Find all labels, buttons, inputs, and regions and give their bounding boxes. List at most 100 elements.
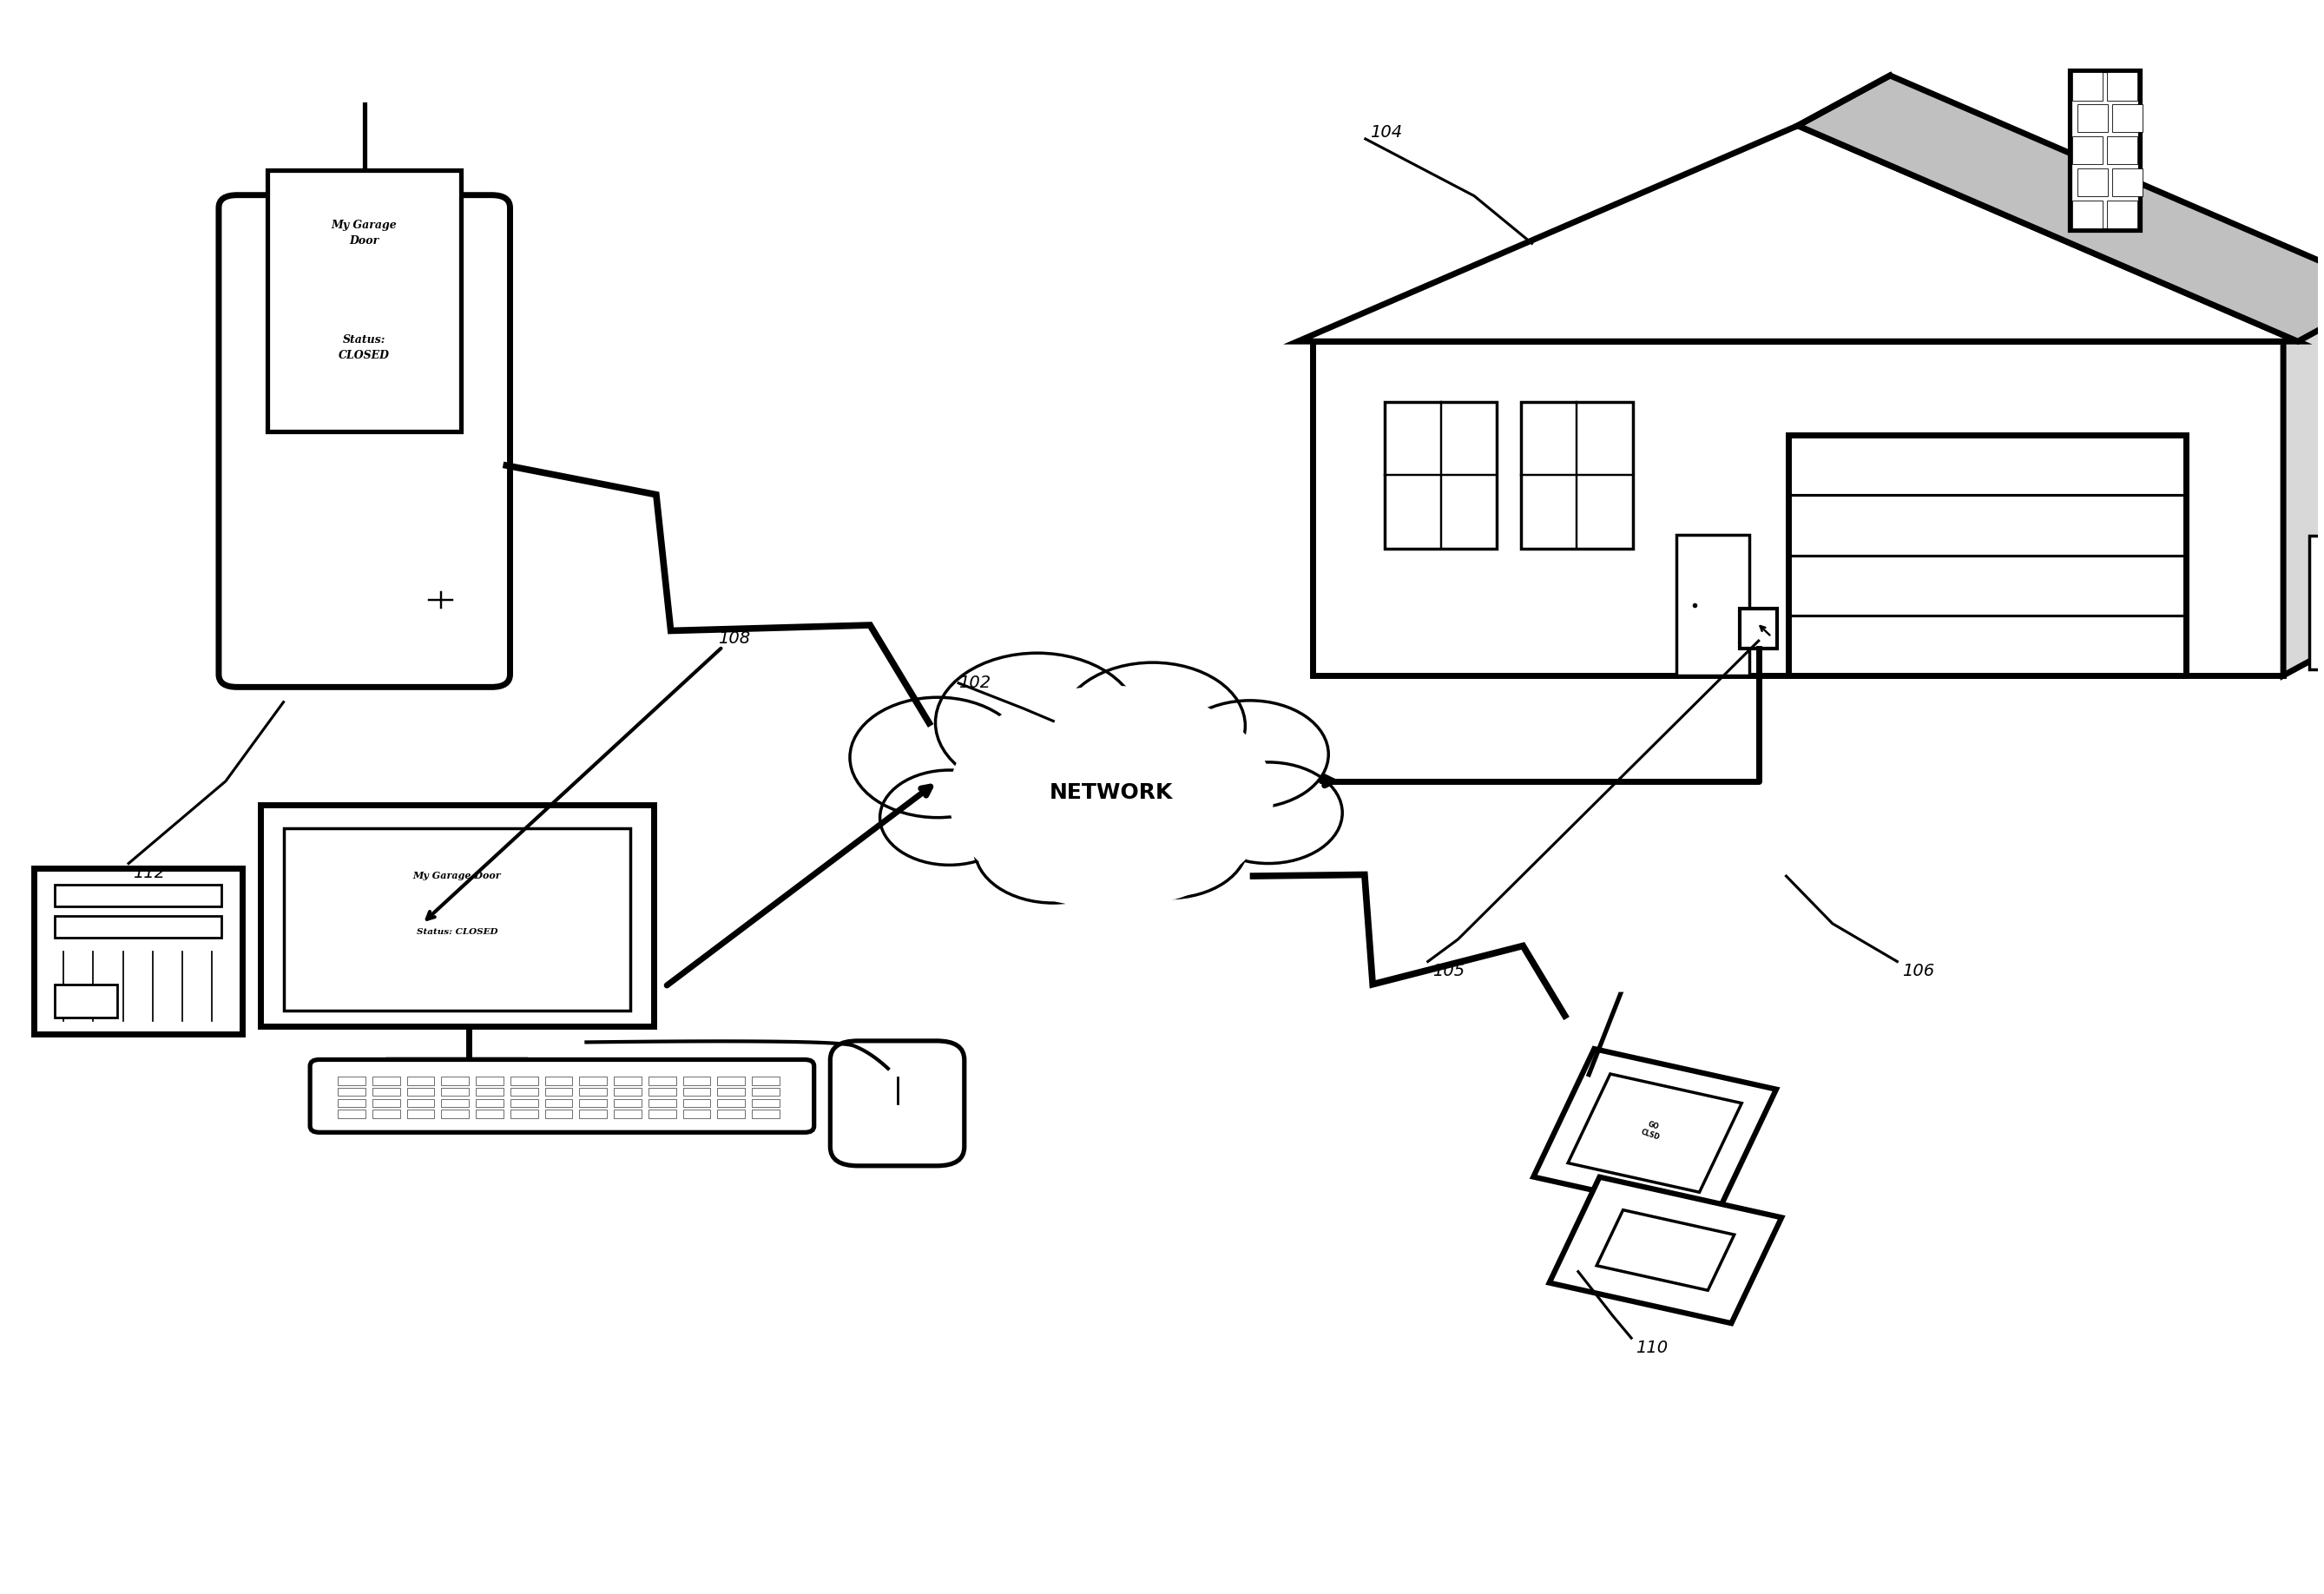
Bar (407, 1109, 435, 1117)
Bar (2108, 135, 2138, 164)
Bar (2071, 70, 2140, 230)
Bar (683, 1087, 711, 1097)
Bar (2113, 169, 2143, 196)
Bar (337, 1109, 365, 1117)
Polygon shape (1597, 1210, 1734, 1291)
Bar (579, 1076, 607, 1086)
Bar (2113, 104, 2143, 132)
Polygon shape (1534, 1049, 1776, 1218)
Bar (442, 1098, 469, 1108)
Bar (53, 985, 116, 1017)
Bar (683, 1098, 711, 1108)
Text: NETWORK: NETWORK (1050, 781, 1174, 803)
Text: 112: 112 (132, 864, 165, 881)
Bar (511, 1109, 537, 1117)
Circle shape (851, 697, 1025, 818)
Bar (2108, 72, 2138, 100)
Bar (2073, 135, 2103, 164)
Text: 102: 102 (957, 674, 990, 692)
Text: 108: 108 (718, 631, 751, 647)
Bar (476, 1098, 504, 1108)
Bar (2310, 536, 2324, 669)
Bar (751, 1087, 779, 1097)
Bar (442, 1109, 469, 1117)
Bar (648, 1076, 676, 1086)
Bar (407, 1087, 435, 1097)
Bar (267, 171, 460, 432)
Bar (284, 829, 630, 1011)
Circle shape (325, 591, 353, 609)
Polygon shape (2282, 292, 2324, 676)
Bar (53, 917, 221, 937)
Bar (544, 1098, 572, 1108)
Bar (544, 1087, 572, 1097)
Polygon shape (1550, 1176, 1783, 1323)
Bar (751, 1076, 779, 1086)
Bar (2073, 72, 2103, 100)
Bar (337, 1087, 365, 1097)
Polygon shape (1799, 75, 2324, 341)
Bar (648, 1098, 676, 1108)
Bar (53, 885, 221, 907)
Bar (511, 1087, 537, 1097)
Bar (1787, 435, 2187, 676)
Circle shape (974, 795, 1132, 902)
Bar (718, 1098, 746, 1108)
Circle shape (376, 591, 402, 609)
Text: 104: 104 (1371, 124, 1401, 140)
Circle shape (1171, 700, 1329, 808)
Bar (579, 1109, 607, 1117)
Text: 110: 110 (1636, 1339, 1669, 1356)
Bar (476, 1087, 504, 1097)
Circle shape (1599, 960, 1645, 990)
Bar (614, 1098, 641, 1108)
Text: Status: CLOSED: Status: CLOSED (416, 928, 497, 936)
Bar (751, 1098, 779, 1108)
Bar (1676, 536, 1750, 676)
Bar (579, 1087, 607, 1097)
Circle shape (892, 639, 1332, 939)
Bar (442, 1087, 469, 1097)
Circle shape (423, 588, 458, 612)
Bar (544, 1076, 572, 1086)
Polygon shape (1297, 126, 2298, 341)
Circle shape (1060, 663, 1246, 789)
Polygon shape (1569, 1074, 1741, 1192)
Text: 106: 106 (1901, 963, 1934, 979)
Circle shape (1195, 762, 1343, 864)
Circle shape (948, 687, 1274, 907)
Bar (1741, 609, 1778, 649)
Circle shape (274, 591, 302, 609)
Bar (751, 1109, 779, 1117)
Bar (442, 1076, 469, 1086)
Bar (1313, 341, 2282, 676)
Bar (476, 1076, 504, 1086)
FancyBboxPatch shape (830, 1041, 964, 1165)
Bar (614, 1109, 641, 1117)
Text: 105: 105 (1432, 963, 1464, 979)
Bar (511, 1076, 537, 1086)
Text: My Garage
Door: My Garage Door (332, 220, 397, 247)
Bar (337, 1098, 365, 1108)
Circle shape (337, 62, 393, 100)
Bar (579, 1098, 607, 1108)
Bar (372, 1087, 400, 1097)
Text: GO
CLSD: GO CLSD (1641, 1119, 1664, 1141)
Bar (683, 1076, 711, 1086)
Bar (683, 1109, 711, 1117)
Bar (511, 1098, 537, 1108)
Bar (544, 1109, 572, 1117)
Bar (614, 1087, 641, 1097)
Circle shape (1090, 791, 1248, 899)
Bar (718, 1076, 746, 1086)
Bar (407, 1076, 435, 1086)
FancyBboxPatch shape (309, 1060, 813, 1132)
Bar (476, 1109, 504, 1117)
Bar (372, 1098, 400, 1108)
Circle shape (881, 770, 1018, 866)
Bar (648, 1109, 676, 1117)
Bar (2078, 104, 2108, 132)
FancyBboxPatch shape (218, 194, 509, 687)
Bar (2078, 169, 2108, 196)
Bar (337, 1076, 365, 1086)
